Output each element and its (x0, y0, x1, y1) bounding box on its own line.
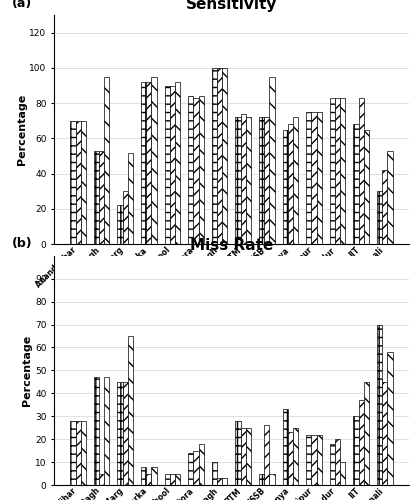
Bar (146, 474, 151, 485)
Bar (246, 428, 251, 485)
Bar (364, 382, 369, 485)
Bar (175, 474, 180, 485)
Bar (340, 462, 345, 485)
Bar (377, 324, 382, 485)
Bar (306, 434, 311, 485)
Bar (193, 450, 198, 485)
Bar (377, 192, 382, 244)
Bar (81, 421, 86, 485)
Title: Miss Rate: Miss Rate (190, 238, 273, 253)
Bar (330, 444, 335, 485)
Bar (283, 130, 288, 244)
Bar (264, 118, 269, 244)
Bar (359, 400, 364, 485)
Bar (94, 377, 99, 485)
Bar (141, 466, 146, 485)
Bar (382, 382, 387, 485)
Bar (170, 86, 175, 244)
Bar (70, 121, 75, 244)
Bar (212, 68, 217, 244)
Bar (118, 206, 123, 244)
Legend: 2016, 2015, 2014: 2016, 2015, 2014 (150, 354, 313, 372)
Bar (198, 96, 204, 244)
Bar (283, 410, 288, 485)
Bar (123, 192, 128, 244)
Bar (241, 428, 246, 485)
Bar (222, 478, 227, 485)
Bar (118, 382, 123, 485)
Bar (269, 474, 275, 485)
Bar (353, 124, 359, 244)
Bar (269, 76, 275, 244)
Bar (75, 121, 81, 244)
Bar (128, 336, 133, 485)
Bar (128, 152, 133, 244)
Bar (188, 96, 193, 244)
Bar (212, 462, 217, 485)
Bar (387, 151, 392, 244)
Text: (a): (a) (12, 0, 32, 10)
Bar (241, 114, 246, 244)
Bar (123, 382, 128, 485)
Bar (293, 428, 298, 485)
Bar (359, 98, 364, 244)
Bar (293, 118, 298, 244)
Bar (75, 421, 81, 485)
Bar (236, 118, 241, 244)
Bar (104, 377, 110, 485)
Bar (364, 130, 369, 244)
Bar (170, 474, 175, 485)
Bar (146, 82, 151, 244)
Bar (188, 453, 193, 485)
Bar (99, 151, 104, 244)
Bar (288, 432, 293, 485)
Bar (222, 68, 227, 244)
Bar (193, 98, 198, 244)
Bar (94, 151, 99, 244)
Bar (217, 68, 222, 244)
Bar (306, 112, 311, 244)
Bar (151, 466, 157, 485)
Bar (288, 124, 293, 244)
Bar (198, 444, 204, 485)
Bar (99, 474, 104, 485)
Bar (246, 118, 251, 244)
Y-axis label: Percentage: Percentage (17, 94, 27, 166)
Bar (104, 76, 110, 244)
Bar (217, 478, 222, 485)
Bar (151, 76, 157, 244)
Bar (353, 416, 359, 485)
Bar (81, 121, 86, 244)
Bar (311, 112, 317, 244)
Bar (317, 112, 322, 244)
Bar (335, 98, 340, 244)
Bar (175, 82, 180, 244)
Bar (141, 82, 146, 244)
Bar (259, 118, 264, 244)
Bar (165, 474, 170, 485)
Bar (340, 98, 345, 244)
Bar (70, 421, 75, 485)
Bar (236, 421, 241, 485)
Bar (259, 474, 264, 485)
Title: Sensitivity: Sensitivity (186, 0, 277, 12)
Bar (264, 426, 269, 485)
Bar (165, 86, 170, 244)
Bar (317, 434, 322, 485)
Bar (387, 352, 392, 485)
Bar (311, 434, 317, 485)
Bar (335, 439, 340, 485)
Bar (330, 98, 335, 244)
Bar (382, 170, 387, 244)
Text: (b): (b) (12, 238, 32, 250)
Y-axis label: Percentage: Percentage (22, 334, 32, 406)
